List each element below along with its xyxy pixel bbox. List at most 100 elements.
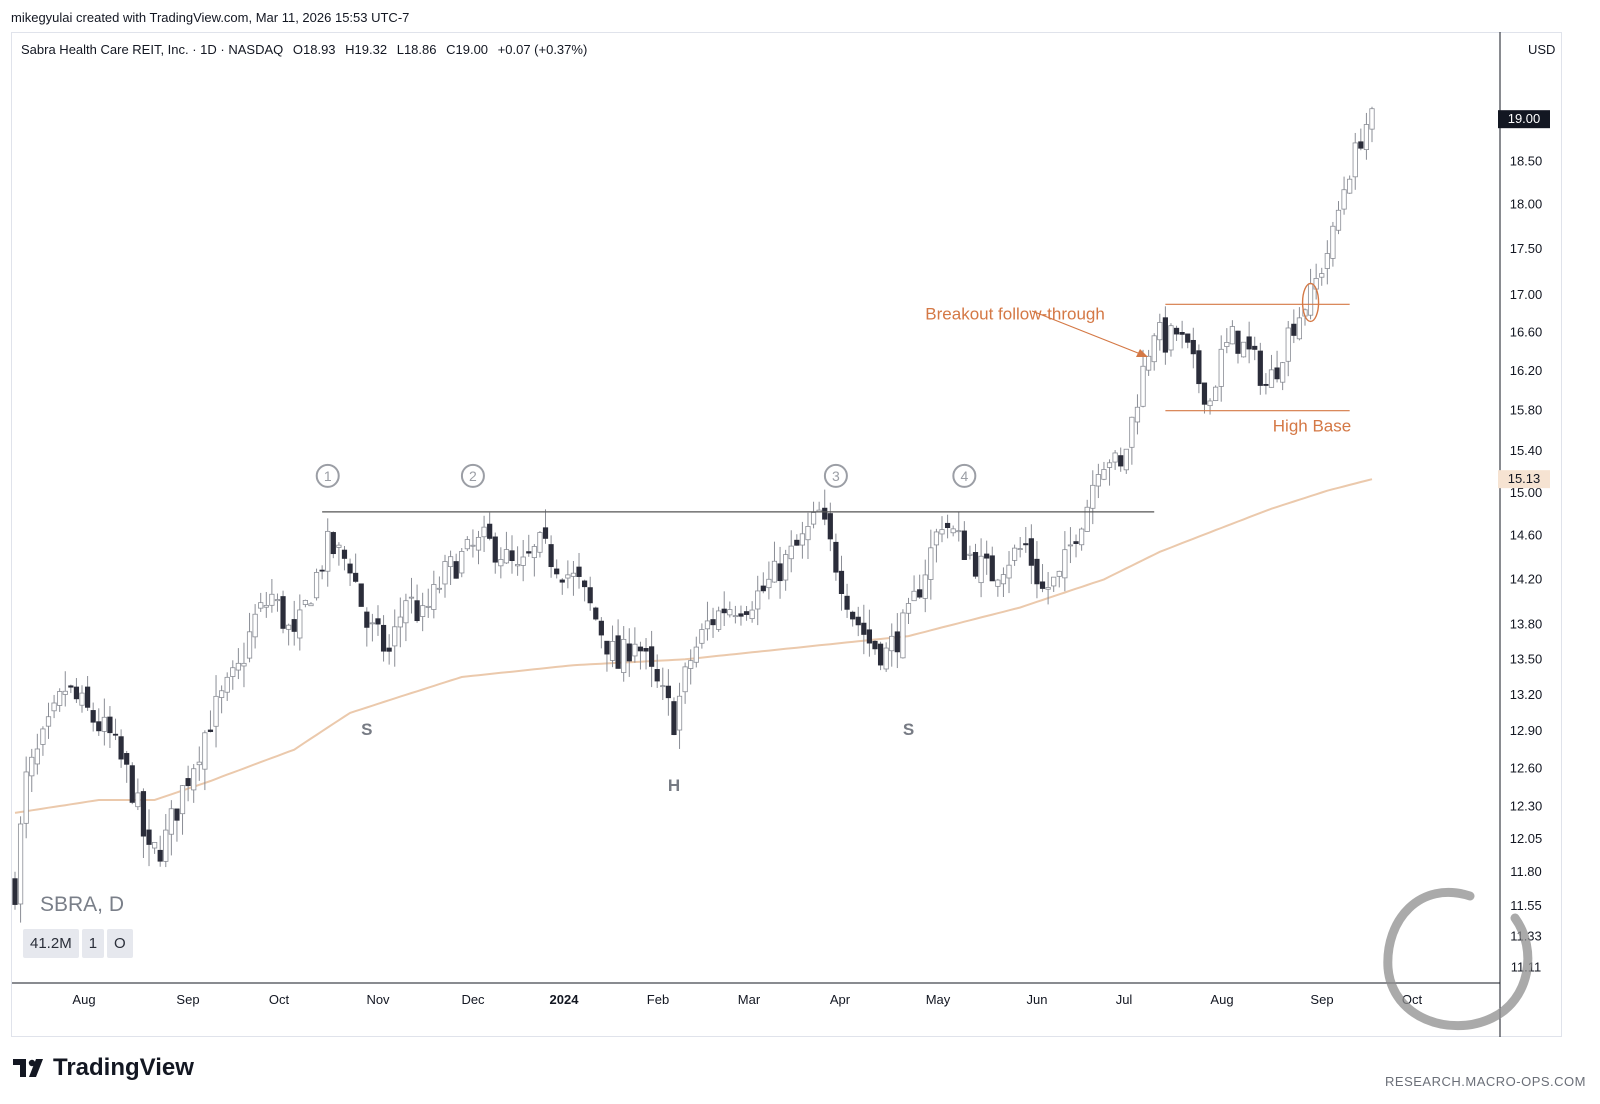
touch-marker: 4 xyxy=(952,463,977,488)
candle xyxy=(107,706,113,748)
candle-body xyxy=(29,756,35,777)
candle xyxy=(1185,333,1191,349)
candle-body xyxy=(503,549,510,564)
candle xyxy=(12,871,18,910)
candle xyxy=(609,625,616,668)
candle xyxy=(336,542,342,566)
candle xyxy=(403,593,409,642)
candle-body xyxy=(1017,548,1023,550)
indicator-o-pill[interactable]: O xyxy=(107,929,133,958)
annotation-arrow-shaft xyxy=(1031,310,1144,356)
candle xyxy=(693,636,699,668)
touch-marker-label: 2 xyxy=(469,468,477,484)
candle-body xyxy=(107,716,113,734)
candle xyxy=(191,764,197,803)
candle-body xyxy=(241,662,247,667)
candle-body xyxy=(1012,547,1018,561)
annotation-arrow-head xyxy=(1136,349,1148,357)
candle-body xyxy=(447,556,454,568)
candle-body xyxy=(380,624,387,652)
candle xyxy=(453,553,459,579)
candle-body xyxy=(1173,327,1180,335)
candle-body xyxy=(777,563,783,582)
candle-body xyxy=(112,733,119,736)
candle-body xyxy=(1324,253,1330,269)
candle-body xyxy=(258,602,264,609)
candle xyxy=(1045,572,1051,605)
candle xyxy=(582,579,588,602)
candle xyxy=(1112,450,1118,470)
candle-body xyxy=(838,570,845,594)
candle-body xyxy=(883,647,889,670)
candle xyxy=(660,667,666,700)
candle xyxy=(152,842,158,854)
y-tick-label: 13.50 xyxy=(1510,651,1543,666)
y-axis-ticks: 11.1111.3311.5511.8012.0512.3012.6012.90… xyxy=(1510,153,1543,974)
candle-body xyxy=(12,878,18,905)
candle xyxy=(464,536,470,552)
candle-body xyxy=(727,609,733,616)
candle xyxy=(219,685,225,714)
candle-body xyxy=(1268,369,1275,388)
candle xyxy=(1246,321,1252,364)
last-price-badge xyxy=(1498,110,1550,129)
candle-body xyxy=(872,640,878,650)
candle xyxy=(743,605,750,621)
candle-body xyxy=(420,605,426,617)
candle xyxy=(565,560,571,589)
site-watermark: RESEARCH.MACRO-OPS.COM xyxy=(1385,1074,1586,1089)
candle-body xyxy=(721,608,727,614)
candle-body xyxy=(23,771,29,824)
moving-average-line xyxy=(14,478,1373,814)
candle-body xyxy=(386,647,392,652)
candle-body xyxy=(984,553,990,559)
candle-body xyxy=(425,605,431,608)
candle xyxy=(872,640,878,655)
candle-body xyxy=(1285,327,1291,362)
candle-body xyxy=(944,522,951,529)
candle xyxy=(17,816,24,923)
indicator-count-pill[interactable]: 1 xyxy=(81,929,105,958)
candle-body xyxy=(475,536,482,551)
candle xyxy=(280,590,286,634)
candle xyxy=(1190,327,1196,369)
candle xyxy=(492,532,498,574)
candle xyxy=(794,534,800,546)
candle xyxy=(531,544,537,577)
candle xyxy=(380,615,387,662)
candle xyxy=(40,726,46,756)
candle xyxy=(1146,349,1152,376)
candle-body xyxy=(1358,141,1364,149)
candle-body xyxy=(794,539,800,546)
candle xyxy=(922,559,928,613)
candle xyxy=(894,613,900,669)
candle xyxy=(1218,335,1224,402)
candle-body xyxy=(1034,558,1040,585)
candle xyxy=(822,489,828,526)
candle-body xyxy=(732,615,738,618)
currency-selector[interactable]: USD xyxy=(1528,42,1556,57)
candle-body xyxy=(96,721,102,732)
candle-body xyxy=(699,629,705,644)
candle-body xyxy=(129,765,135,803)
candle xyxy=(917,574,923,599)
candle-body xyxy=(1263,383,1269,386)
candle xyxy=(537,531,543,558)
candle xyxy=(258,592,264,612)
candle xyxy=(364,607,370,647)
candle xyxy=(1000,567,1007,597)
touch-marker-label: 1 xyxy=(324,468,332,484)
volume-pill[interactable]: 41.2M xyxy=(23,929,79,958)
candle-body xyxy=(481,526,487,538)
candle xyxy=(68,684,74,694)
candle-body xyxy=(140,791,147,837)
touch-marker-circle xyxy=(460,463,485,488)
candle-body xyxy=(643,648,649,652)
candle xyxy=(850,610,856,627)
candle xyxy=(509,535,515,574)
candle-body xyxy=(135,792,141,808)
candle xyxy=(1023,527,1029,553)
candle xyxy=(34,733,40,775)
candle-body xyxy=(286,624,292,630)
